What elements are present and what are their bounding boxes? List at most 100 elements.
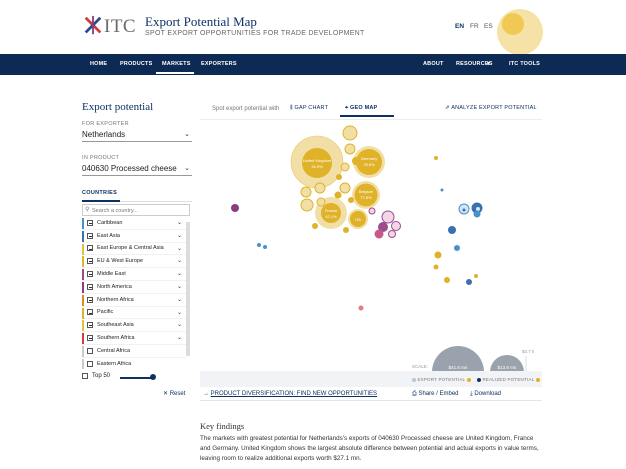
- bubble-purple-1[interactable]: [381, 210, 395, 224]
- bubble-small-3[interactable]: [340, 162, 350, 172]
- search-input[interactable]: [92, 206, 188, 215]
- bubble-southern-africa[interactable]: [358, 305, 364, 311]
- bubble-caribbean-2[interactable]: [263, 245, 267, 249]
- chevron-down-icon[interactable]: ⌄: [176, 296, 182, 303]
- region-item[interactable]: Southern Africa ⌄: [82, 332, 186, 345]
- bubble-italy[interactable]: [348, 209, 368, 229]
- region-item[interactable]: North America ⌄: [82, 281, 186, 294]
- bubble-small-6[interactable]: [300, 186, 312, 198]
- bubble-au[interactable]: [474, 274, 478, 278]
- chevron-down-icon[interactable]: ⌄: [176, 335, 182, 342]
- bubble-small-5[interactable]: [339, 182, 351, 194]
- region-item[interactable]: Middle East ⌄: [82, 268, 186, 281]
- bubble-germany-realized[interactable]: [356, 149, 382, 175]
- chevron-down-icon[interactable]: ⌄: [176, 283, 182, 290]
- bubble-se-asia-3[interactable]: [454, 245, 460, 251]
- top-n-slider[interactable]: [120, 377, 155, 379]
- chevron-down-icon[interactable]: ⌄: [176, 271, 182, 278]
- bubble-purple-3[interactable]: [391, 221, 401, 231]
- country-search[interactable]: ⚲: [82, 204, 190, 216]
- bubble-purple-2[interactable]: [378, 222, 388, 232]
- lang-fr[interactable]: FR: [470, 23, 479, 30]
- bubble-asia-2[interactable]: [440, 188, 444, 192]
- legend-export-potential[interactable]: EXPORT POTENTIAL: [412, 377, 471, 382]
- share-embed-button[interactable]: ⎙ Share / Embed: [412, 391, 459, 398]
- nav-about[interactable]: ABOUT: [423, 61, 444, 67]
- region-checkbox[interactable]: [87, 347, 93, 354]
- bubble-pacific-1[interactable]: [444, 277, 450, 283]
- nav-exporters[interactable]: EXPORTERS: [201, 61, 237, 67]
- top50-checkbox[interactable]: [82, 373, 88, 379]
- region-item[interactable]: East Europe & Central Asia ⌄: [82, 243, 186, 256]
- region-checkbox[interactable]: [87, 232, 93, 239]
- region-item[interactable]: Northern Africa ⌄: [82, 294, 186, 307]
- bubble-se-asia-4[interactable]: [473, 210, 481, 218]
- nav-products[interactable]: PRODUCTS: [120, 61, 153, 67]
- region-checkbox[interactable]: [87, 219, 93, 226]
- region-checkbox[interactable]: [87, 271, 93, 278]
- region-checkbox[interactable]: [87, 322, 93, 329]
- tab-gap-chart[interactable]: ⫼ GAP CHART: [290, 105, 328, 112]
- tab-countries[interactable]: COUNTRIES: [82, 190, 118, 196]
- bubble-caribbean-1[interactable]: [257, 243, 261, 247]
- region-checkbox[interactable]: [87, 245, 93, 252]
- bubble-small-12[interactable]: [312, 223, 318, 229]
- bubble-hk[interactable]: [462, 208, 466, 212]
- region-checkbox[interactable]: [87, 335, 93, 342]
- chevron-down-icon[interactable]: ▾: [487, 61, 490, 67]
- bubble-korea[interactable]: [476, 207, 480, 211]
- bubble-pacific-2[interactable]: [466, 279, 472, 285]
- reset-button[interactable]: ✕ Reset: [163, 391, 186, 397]
- chevron-down-icon[interactable]: ⌄: [176, 232, 182, 239]
- region-item[interactable]: Pacific ⌄: [82, 307, 186, 320]
- region-checkbox[interactable]: [87, 296, 93, 303]
- bubble-small-9[interactable]: [316, 197, 326, 207]
- chevron-down-icon[interactable]: ⌄: [176, 245, 182, 252]
- logo-text[interactable]: ITC: [104, 16, 137, 37]
- region-item[interactable]: Southeast Asia ⌄: [82, 319, 186, 333]
- exporter-select[interactable]: Netherlands ⌄: [82, 128, 192, 142]
- chevron-down-icon[interactable]: ⌄: [176, 309, 182, 316]
- bubble-small-11[interactable]: [348, 197, 354, 203]
- region-checkbox[interactable]: [87, 283, 93, 290]
- region-checkbox[interactable]: [87, 258, 93, 265]
- top50-toggle[interactable]: Top 50: [82, 373, 110, 379]
- chevron-down-icon[interactable]: ⌄: [176, 220, 182, 226]
- bubble-small-4[interactable]: [336, 174, 342, 180]
- info-icon[interactable]: [466, 377, 471, 382]
- bubble-purple-5[interactable]: [388, 230, 396, 238]
- geo-map[interactable]: United Kingdom 34.9% Germany 78.6% Belgi…: [200, 119, 542, 385]
- region-item[interactable]: Caribbean ⌄: [82, 217, 186, 230]
- bubble-denmark[interactable]: [342, 125, 358, 141]
- bubble-small-1[interactable]: [344, 143, 356, 155]
- tab-geo-map[interactable]: ⌖ GEO MAP: [345, 105, 377, 112]
- nav-itc-tools[interactable]: ITC TOOLS: [509, 61, 541, 67]
- bubble-taiwan[interactable]: [448, 226, 456, 234]
- analyze-export-potential-link[interactable]: ⇗ ANALYZE EXPORT POTENTIAL: [445, 105, 537, 111]
- bubble-map[interactable]: United Kingdom 34.9% Germany 78.6% Belgi…: [200, 120, 542, 386]
- bubble-purple-4[interactable]: [374, 229, 384, 239]
- bubble-se-asia-1[interactable]: [434, 251, 442, 259]
- legend-realized-potential[interactable]: REALIZED POTENTIAL: [477, 377, 540, 382]
- bubble-small-8[interactable]: [300, 198, 314, 212]
- bubble-usa[interactable]: [231, 204, 239, 212]
- nav-home[interactable]: HOME: [90, 61, 108, 67]
- region-item[interactable]: Eastern Africa: [82, 358, 186, 369]
- bubble-belgium-realized[interactable]: [354, 183, 378, 207]
- info-icon[interactable]: [535, 377, 540, 382]
- nav-resources[interactable]: RESOURCES: [456, 61, 493, 67]
- bubble-united-kingdom-realized[interactable]: [302, 148, 332, 178]
- region-checkbox[interactable]: [87, 309, 93, 316]
- bubble-small-2[interactable]: [352, 157, 360, 165]
- bubble-purple-6[interactable]: [368, 207, 376, 215]
- download-button[interactable]: ⤓ Download: [470, 391, 501, 398]
- region-list-scrollbar[interactable]: [186, 222, 190, 356]
- nav-markets[interactable]: MARKETS: [162, 61, 191, 67]
- slider-handle[interactable]: [150, 374, 156, 380]
- bubble-small-13[interactable]: [343, 227, 349, 233]
- region-item[interactable]: EU & West Europe ⌄: [82, 255, 186, 269]
- region-item[interactable]: Central Africa: [82, 345, 186, 358]
- region-item[interactable]: East Asia ⌄: [82, 230, 186, 243]
- product-select[interactable]: 040630 Processed cheese ⌄: [82, 162, 192, 176]
- bubble-france-realized[interactable]: [321, 203, 341, 223]
